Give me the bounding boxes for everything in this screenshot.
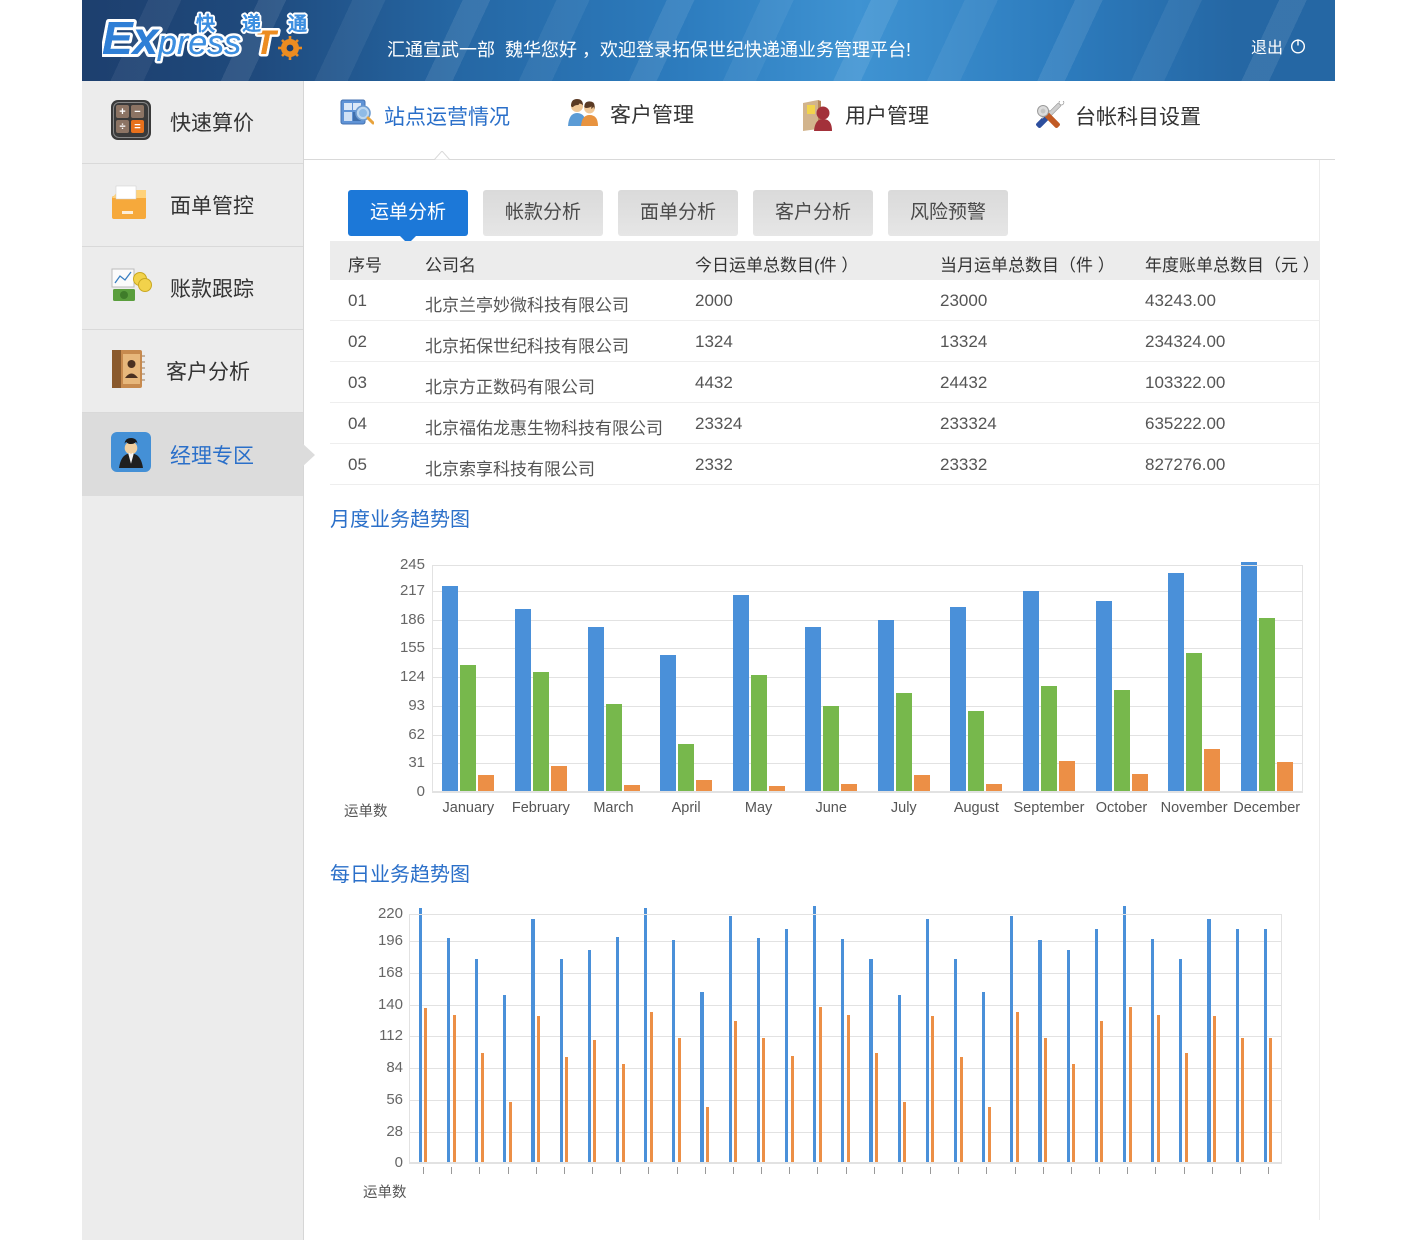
- svg-text:+: +: [119, 106, 125, 118]
- svg-text:÷: ÷: [119, 121, 125, 133]
- svg-text:快: 快: [196, 12, 216, 35]
- svg-text:Ex: Ex: [102, 12, 161, 64]
- svg-text:通: 通: [288, 13, 308, 35]
- svg-text:=: =: [134, 121, 140, 133]
- svg-text:递: 递: [242, 12, 261, 35]
- svg-text:−: −: [134, 106, 140, 118]
